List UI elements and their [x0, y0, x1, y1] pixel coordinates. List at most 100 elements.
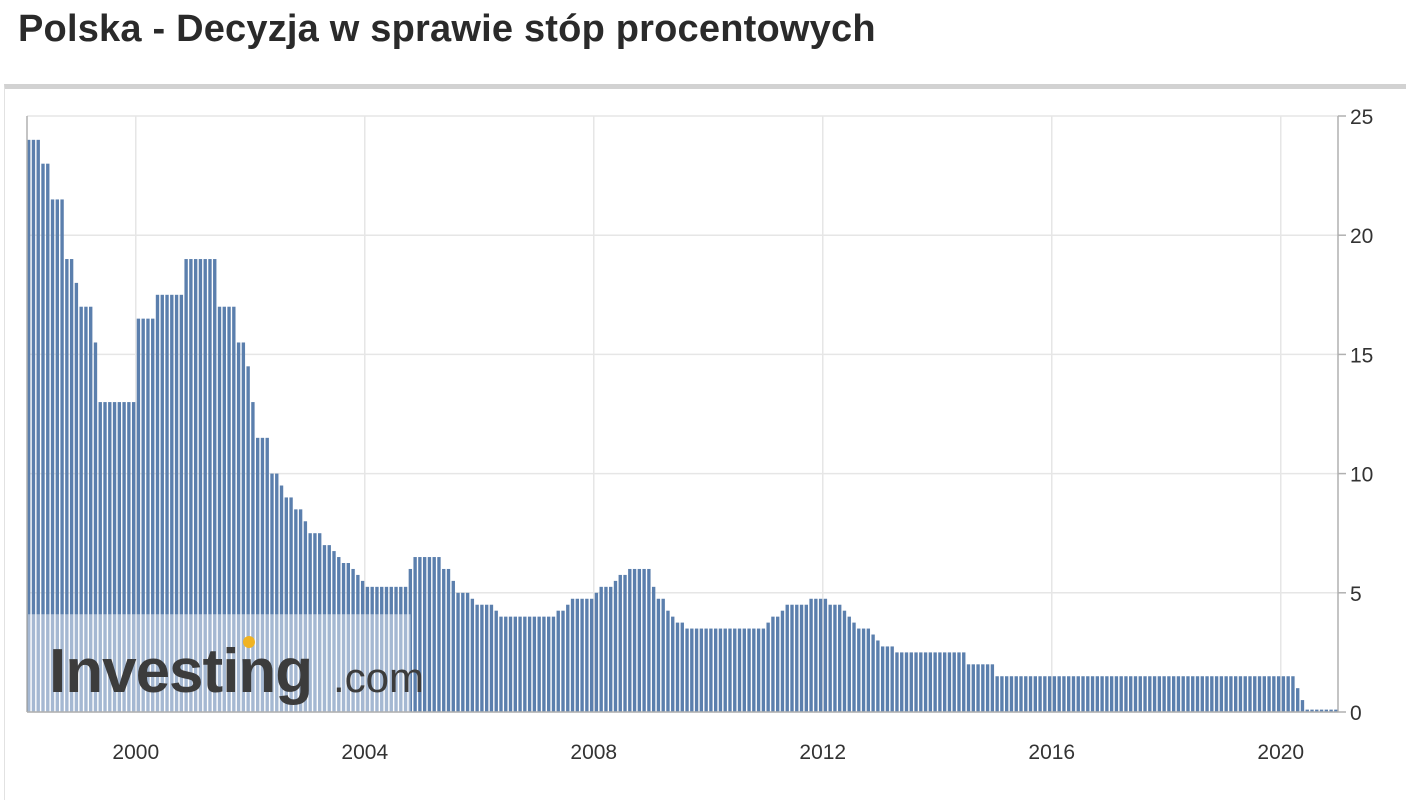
rate-bar — [809, 598, 813, 712]
rate-bar — [389, 586, 393, 712]
rate-bar — [1219, 676, 1224, 712]
rate-bar — [756, 628, 761, 712]
rate-bar — [1181, 676, 1185, 712]
rate-bar — [566, 604, 570, 712]
rate-bar — [84, 306, 88, 712]
rate-bar — [675, 622, 680, 712]
x-tick-label: 2016 — [1028, 741, 1075, 764]
rate-bar — [1305, 709, 1309, 712]
rate-bar — [1296, 688, 1300, 712]
rate-bar — [785, 604, 789, 712]
rate-bar — [1195, 676, 1200, 712]
rate-bar — [1152, 676, 1157, 712]
rate-bar — [618, 574, 622, 712]
rate-bar — [742, 628, 746, 712]
rate-bar — [442, 568, 446, 712]
rate-bar — [65, 259, 69, 712]
rate-bar — [265, 437, 269, 712]
rate-bar — [628, 568, 632, 712]
y-tick-label: 0 — [1350, 702, 1362, 725]
rate-bar — [1229, 676, 1233, 712]
rate-bar — [938, 652, 942, 712]
rate-bar — [718, 628, 723, 712]
rate-bar — [637, 568, 642, 712]
rate-bar — [208, 259, 212, 712]
rate-bar — [1186, 676, 1190, 712]
rate-bar — [547, 616, 551, 712]
rate-bar — [1272, 676, 1276, 712]
rate-bar — [1043, 676, 1047, 712]
rate-bar — [236, 342, 241, 712]
rate-bar — [1176, 676, 1181, 712]
rate-bar — [456, 592, 460, 712]
rate-bar — [1133, 676, 1138, 712]
rate-bar — [713, 628, 718, 712]
rate-bar — [255, 437, 260, 712]
rate-bar — [346, 563, 351, 712]
rate-bar — [370, 586, 374, 712]
rate-bar — [470, 598, 475, 712]
rate-bar — [613, 580, 618, 712]
rate-bar — [193, 259, 198, 712]
rate-bar — [260, 437, 265, 712]
rate-bar — [1019, 676, 1023, 712]
rate-bar — [284, 497, 288, 712]
rate-bar — [1114, 676, 1119, 712]
rate-bar — [1038, 676, 1042, 712]
rate-bar — [795, 604, 799, 712]
rate-bar — [1200, 676, 1204, 712]
rate-bar — [1095, 676, 1100, 712]
rate-bar — [60, 199, 64, 712]
rate-bar — [1014, 676, 1018, 712]
rate-bar — [1310, 709, 1314, 712]
rate-bar — [1005, 676, 1009, 712]
axis-layer: 0 5 10 15 20 25 2000 2004 2008 2012 2016 2020 — [26, 106, 1373, 764]
rate-bar — [98, 402, 102, 712]
rate-bar — [313, 533, 317, 712]
rate-bar — [656, 598, 661, 712]
rate-bar — [589, 598, 594, 712]
rate-bar — [518, 616, 522, 712]
rate-bar — [780, 610, 785, 712]
watermark-suffix: .com — [333, 654, 424, 701]
rate-bar — [513, 616, 517, 712]
rate-bar — [1129, 676, 1133, 712]
rate-bar — [685, 628, 689, 712]
y-tick-label: 10 — [1350, 464, 1373, 487]
rate-bar — [1124, 676, 1128, 712]
rate-bar — [1329, 709, 1333, 712]
rate-bar — [489, 604, 494, 712]
rate-bar — [1319, 709, 1324, 712]
rate-bar — [160, 294, 164, 712]
rate-bar — [1157, 676, 1162, 712]
rate-bar — [356, 574, 360, 712]
rate-bar — [298, 509, 303, 712]
rate-bar — [690, 628, 694, 712]
rate-bar — [556, 610, 560, 712]
x-tick-label: 2004 — [341, 741, 388, 764]
rate-bar — [341, 563, 346, 712]
rate-bar — [222, 306, 226, 712]
y-tick-label: 5 — [1350, 583, 1362, 606]
rate-bar — [947, 652, 952, 712]
rate-bar — [174, 294, 179, 712]
rate-bar — [1109, 676, 1114, 712]
rate-bar — [31, 139, 36, 713]
rate-bar — [1191, 676, 1195, 712]
rate-bar — [623, 574, 627, 712]
rate-bar — [232, 306, 236, 712]
rate-bar — [752, 628, 756, 712]
rate-bar — [122, 402, 126, 712]
rate-bar — [1238, 676, 1243, 712]
rate-bar — [733, 628, 737, 712]
rate-bar — [1334, 709, 1338, 712]
rate-bar — [852, 622, 856, 712]
rate-bar — [275, 473, 279, 712]
rate-bar — [1262, 676, 1266, 712]
rate-bar — [833, 604, 837, 712]
rate-bar — [647, 568, 651, 712]
rate-bar — [155, 294, 160, 712]
rate-bar — [437, 557, 441, 712]
rate-bar — [332, 551, 336, 712]
rate-bar — [594, 592, 599, 712]
